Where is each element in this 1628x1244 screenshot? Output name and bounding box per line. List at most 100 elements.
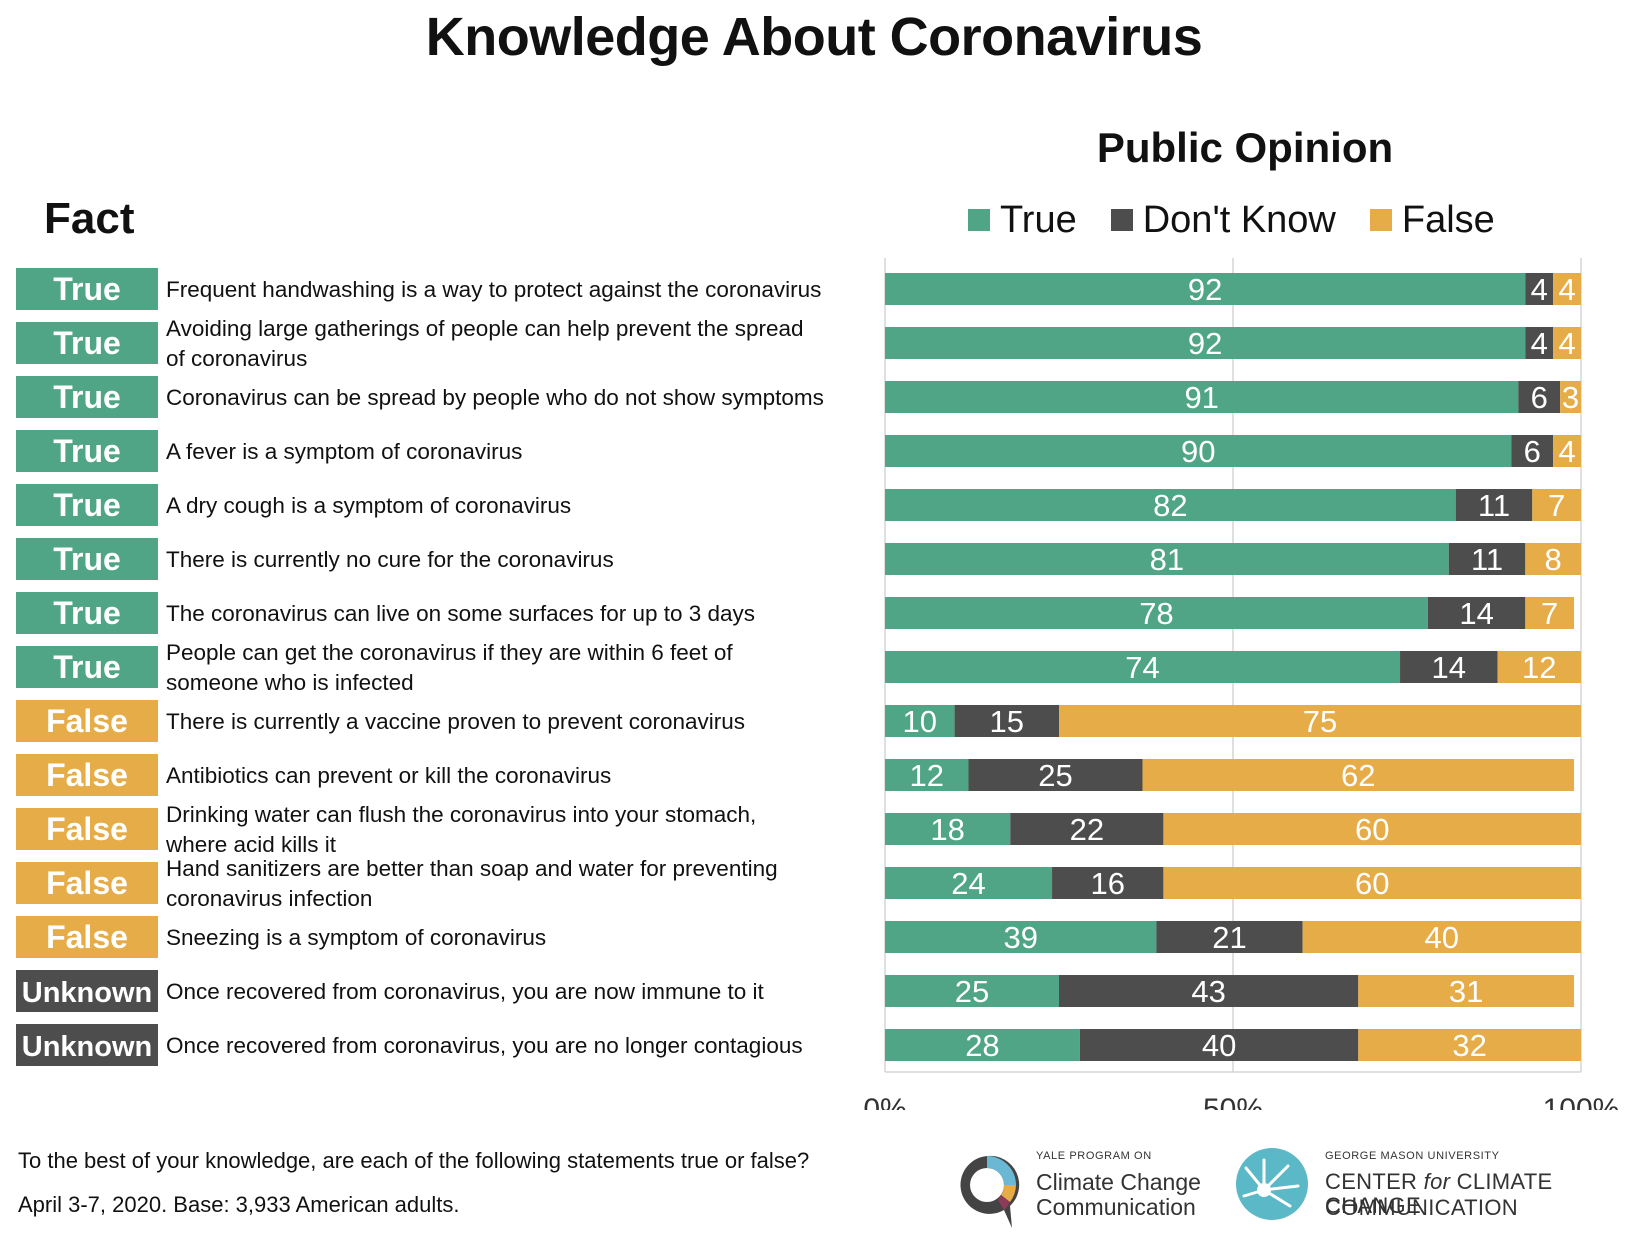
gmu-logo-icon [1236,1148,1308,1220]
bar-segment [885,597,1428,629]
data-label: 28 [965,1028,999,1063]
bar-segment [1455,489,1533,521]
x-tick-label: 0% [863,1093,906,1110]
bar-segment [885,975,1059,1007]
fact-badge [16,970,158,1012]
statement-text: A dry cough is a symptom of coronavirus [166,493,571,518]
bar-segment [1358,975,1575,1007]
x-tick-label: 50% [1203,1093,1263,1110]
fact-badge-label: True [53,649,121,685]
fact-badge [16,268,158,310]
data-label: 12 [1522,650,1556,685]
data-label: 74 [1125,650,1159,685]
gmu-logo-small: GEORGE MASON UNIVERSITY [1325,1150,1500,1162]
bar-segment [1163,813,1581,845]
fact-badge-label: True [53,541,121,577]
data-label: 21 [1212,920,1246,955]
data-label: 7 [1541,596,1558,631]
data-label: 25 [1038,758,1072,793]
bar-segment [1525,597,1575,629]
bar-segment [1560,381,1581,413]
fact-badge-label: True [53,487,121,523]
data-label: 4 [1558,272,1575,307]
data-label: 6 [1524,434,1541,469]
fact-badge [16,322,158,364]
data-label: 92 [1188,272,1222,307]
fact-badge [16,376,158,418]
bar-segment [885,381,1519,413]
bar-segment [1532,489,1581,521]
bar-segment [885,921,1157,953]
public-opinion-heading: Public Opinion [1096,124,1394,171]
data-label: 32 [1452,1028,1486,1063]
bar-segment [885,867,1053,899]
data-label: 4 [1558,326,1575,361]
data-label: 4 [1531,272,1548,307]
fact-badge-label: Unknown [22,977,153,1009]
legend-label-dont-know: Don't Know [1142,198,1336,241]
bar-segment [954,705,1059,737]
data-label: 31 [1449,974,1483,1009]
legend-swatch-true [968,209,990,231]
bar-segment [1079,1029,1359,1061]
bar-segment [1358,1029,1581,1061]
data-label: 24 [951,866,985,901]
bar-segment [1511,435,1554,467]
bar-segment [1302,921,1581,953]
data-label: 92 [1188,326,1222,361]
footnote-source: April 3-7, 2020. Base: 3,933 American ad… [18,1192,460,1217]
data-label: 3 [1562,380,1579,415]
data-label: 7 [1548,488,1565,523]
bar-segment [1142,759,1575,791]
data-label: 78 [1139,596,1173,631]
statement-text: where acid kills it [165,832,337,857]
statement-text: Coronavirus can be spread by people who … [166,385,824,410]
bar-segment [1553,327,1581,359]
legend-swatch-dont-know [1110,209,1133,231]
fact-badge-label: Unknown [22,1031,153,1063]
fact-badge-label: False [46,865,128,901]
data-label: 43 [1191,974,1225,1009]
data-label: 91 [1184,380,1218,415]
data-label: 39 [1003,920,1037,955]
data-label: 10 [903,704,937,739]
statement-text: A fever is a symptom of coronavirus [166,439,522,464]
bar-segment [885,759,969,791]
data-label: 40 [1425,920,1459,955]
fact-badge [16,754,158,796]
statement-text: Antibiotics can prevent or kill the coro… [166,763,611,788]
bar-segment [885,435,1512,467]
yale-logo-line1: Climate Change [1036,1169,1201,1195]
data-label: 90 [1181,434,1215,469]
data-label: 8 [1545,542,1562,577]
bar-segment [1525,543,1581,575]
data-label: 18 [930,812,964,847]
data-label: 16 [1090,866,1124,901]
bar-segment [1497,651,1581,683]
bar-segment [1553,435,1581,467]
bar-segment [885,489,1456,521]
bar-segment [1448,543,1526,575]
data-label: 11 [1478,488,1510,523]
legend: True Don't Know False [968,196,1529,244]
yale-logo-small: YALE PROGRAM ON [1036,1150,1152,1162]
fact-badge-label: True [53,271,121,307]
fact-badge-label: False [46,757,128,793]
fact-heading: Fact [44,194,135,243]
data-label: 81 [1150,542,1184,577]
fact-badge [16,916,158,958]
data-label: 40 [1202,1028,1236,1063]
fact-badge [16,808,158,850]
bar-segment [885,705,955,737]
fact-badge [16,646,158,688]
bar-segment [1427,597,1526,629]
statement-text: Avoiding large gatherings of people can … [166,316,804,341]
data-label: 6 [1531,380,1548,415]
fact-badge [16,592,158,634]
statement-text: Drinking water can flush the coronavirus… [166,802,756,827]
legend-swatch-false [1369,209,1392,231]
statement-text: someone who is infected [166,670,414,695]
fact-badge-label: False [46,811,128,847]
bar-segment [1010,813,1164,845]
gmu-logo-line1: CENTER for CLIMATE CHANGE [1325,1170,1628,1218]
